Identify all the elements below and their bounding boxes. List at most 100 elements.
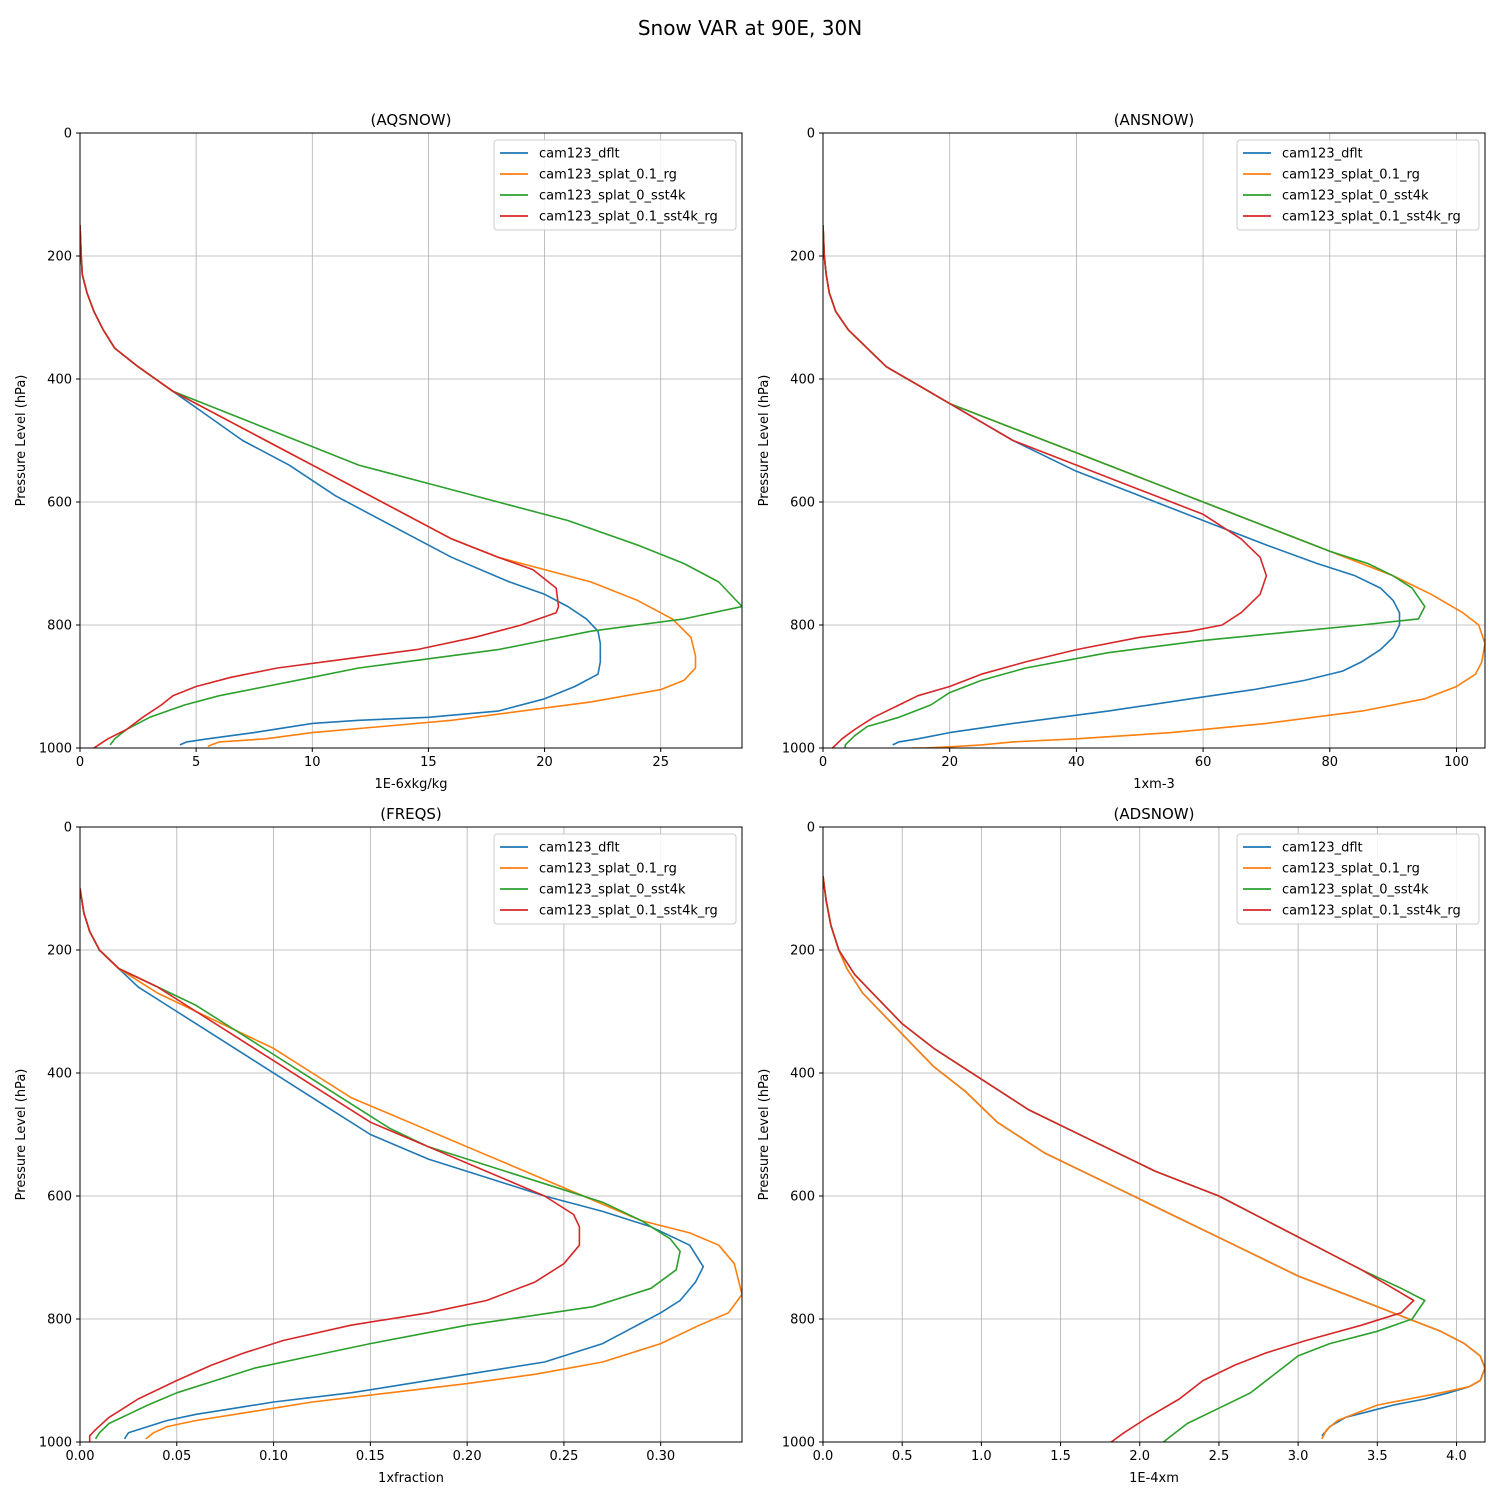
x-axis-label: 1xm-3	[1133, 777, 1175, 792]
series-line-cam123-dflt	[80, 225, 602, 746]
legend-label: cam123_dflt	[1282, 841, 1363, 856]
legend-label: cam123_splat_0.1_sst4k_rg	[1282, 210, 1461, 225]
series-line-cam123-dflt	[80, 888, 705, 1440]
panel-title: (FREQS)	[380, 805, 442, 823]
legend-label: cam123_splat_0.1_rg	[1282, 862, 1420, 877]
x-tick-label: 20	[941, 755, 958, 770]
panel-aqsnow: 0 5 10 15 20 25 0 200 400 600 800 1000 (AQSNOW) 1E-6x…	[14, 111, 743, 792]
x-tick-label: 0.15	[356, 1449, 385, 1464]
axes-frame	[79, 826, 743, 1443]
series-line-cam123-splat-0-sst4k	[80, 888, 681, 1440]
y-tick-label: 400	[47, 1067, 72, 1082]
y-tick-label: 800	[790, 1313, 815, 1328]
legend-box	[1236, 139, 1480, 231]
x-tick-label: 40	[1068, 755, 1085, 770]
x-axis-label: 1E-6xkg/kg	[374, 777, 447, 792]
series-line-cam123-splat-0-1-rg	[823, 876, 1485, 1440]
y-tick-label: 0	[64, 821, 72, 836]
x-tick-label: 4.0	[1446, 1449, 1467, 1464]
x-tick-label: 1.5	[1050, 1449, 1071, 1464]
legend-label: cam123_splat_0.1_sst4k_rg	[539, 210, 718, 225]
x-tick-label: 80	[1322, 755, 1339, 770]
x-tick-label: 5	[192, 755, 200, 770]
series-line-cam123-splat-0-1-sst4k-rg	[80, 888, 581, 1442]
panel-title: (ANSNOW)	[1114, 111, 1195, 129]
legend-label: cam123_dflt	[539, 147, 620, 162]
legend-box	[493, 139, 737, 231]
y-tick-label: 0	[64, 127, 72, 142]
y-tick-label: 600	[790, 1190, 815, 1205]
x-tick-label: 25	[652, 755, 669, 770]
x-tick-label: 15	[420, 755, 437, 770]
legend-label: cam123_splat_0.1_sst4k_rg	[539, 904, 718, 919]
y-tick-label: 0	[807, 127, 815, 142]
y-tick-label: 600	[790, 496, 815, 511]
x-tick-label: 0.30	[646, 1449, 675, 1464]
x-axis-label: 1E-4xm	[1129, 1471, 1179, 1486]
y-tick-label: 200	[47, 250, 72, 265]
x-tick-label: 3.5	[1367, 1449, 1388, 1464]
x-tick-label: 3.0	[1288, 1449, 1309, 1464]
figure-title: Snow VAR at 90E, 30N	[637, 16, 863, 40]
y-tick-label: 400	[47, 373, 72, 388]
y-tick-label: 1000	[39, 742, 72, 757]
axes-frame	[822, 826, 1486, 1443]
series-line-cam123-splat-0-sst4k	[823, 876, 1426, 1442]
panel-adsnow: 0.0 0.5 1.0 1.5 2.0 2.5 3.0 3.5 4.0 0 200 400 600 800…	[757, 805, 1486, 1486]
y-tick-label: 800	[47, 619, 72, 634]
legend-label: cam123_splat_0.1_rg	[1282, 168, 1420, 183]
y-axis-label: Pressure Level (hPa)	[14, 375, 29, 507]
legend-label: cam123_splat_0_sst4k	[1282, 883, 1429, 898]
legend-label: cam123_splat_0_sst4k	[1282, 189, 1429, 204]
y-tick-label: 400	[790, 373, 815, 388]
y-axis-label: Pressure Level (hPa)	[757, 1069, 772, 1201]
x-tick-label: 1.0	[971, 1449, 992, 1464]
series-line-cam123-splat-0-sst4k	[80, 225, 742, 746]
series-line-cam123-splat-0-1-sst4k-rg	[80, 225, 560, 748]
legend: cam123_dflt cam123_splat_0.1_rg cam123_spl…	[1236, 139, 1480, 231]
legend: cam123_dflt cam123_splat_0.1_rg cam123_spl…	[493, 833, 737, 925]
x-tick-label: 0	[819, 755, 827, 770]
panel-title: (ADSNOW)	[1114, 805, 1195, 823]
legend-label: cam123_dflt	[539, 841, 620, 856]
legend-label: cam123_splat_0.1_sst4k_rg	[1282, 904, 1461, 919]
x-tick-label: 2.5	[1209, 1449, 1230, 1464]
axes-frame	[822, 132, 1486, 749]
x-tick-label: 0	[76, 755, 84, 770]
y-tick-label: 200	[790, 944, 815, 959]
series-line-cam123-splat-0-1-rg	[80, 888, 742, 1440]
x-tick-label: 60	[1195, 755, 1212, 770]
legend-label: cam123_splat_0.1_rg	[539, 862, 677, 877]
y-tick-label: 200	[790, 250, 815, 265]
x-tick-label: 0.00	[66, 1449, 95, 1464]
x-tick-label: 0.25	[549, 1449, 578, 1464]
series-line-cam123-splat-0-1-sst4k-rg	[823, 225, 1268, 748]
y-axis-label: Pressure Level (hPa)	[757, 375, 772, 507]
x-tick-label: 0.05	[162, 1449, 191, 1464]
series-line-cam123-splat-0-1-sst4k-rg	[823, 876, 1415, 1442]
y-tick-label: 800	[47, 1313, 72, 1328]
y-tick-label: 600	[47, 1190, 72, 1205]
y-tick-label: 0	[807, 821, 815, 836]
series-line-cam123-dflt	[823, 225, 1401, 746]
legend-box	[493, 833, 737, 925]
legend-label: cam123_dflt	[1282, 147, 1363, 162]
x-tick-label: 100	[1444, 755, 1469, 770]
y-tick-label: 200	[47, 944, 72, 959]
legend: cam123_dflt cam123_splat_0.1_rg cam123_spl…	[493, 139, 737, 231]
axes-frame	[79, 132, 743, 749]
x-tick-label: 0.5	[892, 1449, 913, 1464]
x-tick-label: 2.0	[1129, 1449, 1150, 1464]
x-tick-label: 0.0	[813, 1449, 834, 1464]
panel-ansnow: 0 20 40 60 80 10002004006008001000(ANSNOW)1xm…	[757, 111, 1486, 792]
x-tick-label: 10	[304, 755, 321, 770]
series-line-cam123-splat-0-sst4k	[823, 225, 1426, 748]
legend-label: cam123_splat_0.1_rg	[539, 168, 677, 183]
series-line-cam123-dflt	[823, 876, 1485, 1437]
y-tick-label: 600	[47, 496, 72, 511]
y-axis-label: Pressure Level (hPa)	[14, 1069, 29, 1201]
legend: cam123_dflt cam123_splat_0.1_rg cam123_spl…	[1236, 833, 1480, 925]
series-line-cam123-splat-0-1-rg	[823, 225, 1485, 748]
x-tick-label: 0.20	[453, 1449, 482, 1464]
